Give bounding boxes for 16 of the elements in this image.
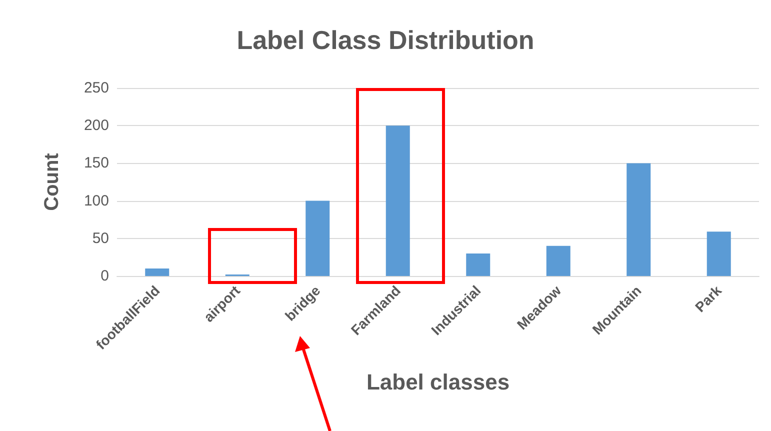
bar — [306, 200, 330, 276]
bar — [626, 163, 651, 276]
y-tick-label: 0 — [100, 268, 109, 284]
y-tick-label: 100 — [84, 192, 109, 210]
bar — [466, 253, 490, 276]
x-axis-title: Label classes — [366, 370, 510, 394]
chart-title: Label Class Distribution — [236, 25, 534, 55]
bar — [706, 232, 731, 276]
y-tick-label: 50 — [92, 230, 109, 247]
y-axis-title: Count — [41, 152, 63, 211]
y-tick-label: 150 — [84, 154, 109, 172]
y-tick-label: 250 — [84, 80, 109, 96]
bar — [546, 246, 570, 276]
bar — [145, 268, 170, 276]
bar — [386, 126, 410, 276]
y-tick-label: 200 — [84, 117, 109, 134]
